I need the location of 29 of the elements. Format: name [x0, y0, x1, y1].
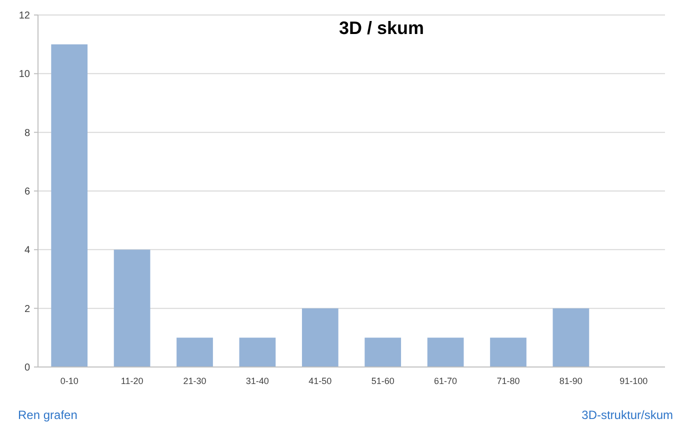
text: Ren grafen [18, 408, 78, 422]
bar [114, 250, 150, 367]
y-tick-label: 10 [18, 69, 30, 80]
bar [552, 308, 590, 367]
bar [364, 338, 402, 367]
x-tick-label: 31-40 [246, 376, 269, 386]
y-tick-label: 6 [24, 186, 30, 198]
y-tick-label: 8 [24, 128, 30, 139]
x-tick-label: 11-20 [120, 376, 144, 386]
x-tick-label: 21-30 [183, 376, 206, 386]
bar [427, 338, 464, 367]
x-tick-label: 81-90 [559, 376, 582, 386]
bar [490, 338, 526, 367]
y-tick-label: 0 [24, 362, 30, 374]
bar [176, 338, 213, 367]
x-tick-label: 61-70 [434, 376, 458, 386]
x-tick-label: 71-80 [496, 376, 520, 386]
x-tick-label: 51-60 [371, 376, 394, 386]
y-tick-label: 4 [24, 245, 30, 256]
x-tick-label: 91-100 [620, 376, 648, 386]
bar [302, 308, 338, 367]
y-tick-label: 12 [18, 10, 30, 22]
text: 3D-struktur/skum [582, 408, 673, 422]
chart-title: 3D / skum [338, 18, 424, 38]
x-tick-label: 41-50 [308, 376, 332, 386]
bar [239, 338, 276, 367]
x-tick-label: 0-10 [60, 376, 78, 386]
y-tick-label: 2 [24, 304, 30, 315]
bar [51, 44, 88, 367]
